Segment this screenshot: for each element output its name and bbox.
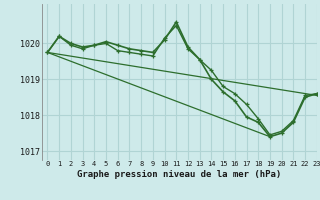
X-axis label: Graphe pression niveau de la mer (hPa): Graphe pression niveau de la mer (hPa) [77, 170, 281, 179]
